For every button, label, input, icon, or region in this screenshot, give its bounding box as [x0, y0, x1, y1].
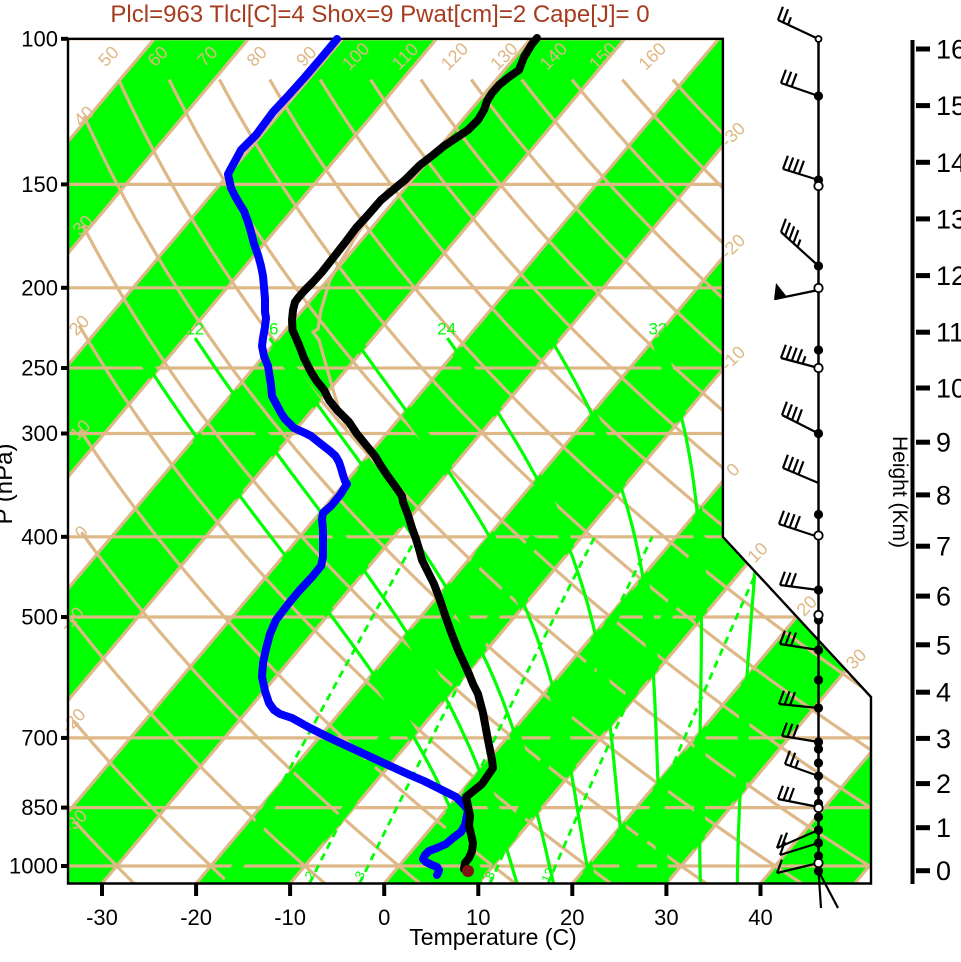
svg-text:Plcl=963 Tlcl[C]=4 Shox=9 Pwat: Plcl=963 Tlcl[C]=4 Shox=9 Pwat[cm]=2 Cap…	[110, 1, 649, 28]
svg-text:700: 700	[21, 725, 58, 750]
svg-text:9: 9	[936, 428, 951, 458]
svg-text:250: 250	[21, 356, 58, 381]
svg-text:1: 1	[936, 813, 951, 843]
svg-text:P (hPa): P (hPa)	[0, 444, 18, 525]
svg-text:15: 15	[936, 91, 961, 121]
svg-text:28: 28	[541, 320, 560, 339]
svg-text:5: 5	[936, 630, 951, 660]
svg-text:300: 300	[21, 421, 58, 446]
svg-text:-20: -20	[180, 905, 212, 930]
svg-text:10: 10	[936, 374, 961, 404]
svg-text:12: 12	[185, 320, 204, 339]
svg-text:7: 7	[936, 532, 951, 562]
svg-text:200: 200	[21, 275, 58, 300]
svg-text:-30: -30	[86, 905, 118, 930]
svg-text:32: 32	[648, 320, 667, 339]
svg-text:0: 0	[936, 856, 951, 886]
svg-text:13: 13	[936, 204, 961, 234]
svg-text:24: 24	[437, 320, 456, 339]
svg-text:Height (Km): Height (Km)	[888, 436, 911, 548]
svg-text:0: 0	[378, 905, 390, 930]
svg-text:500: 500	[21, 605, 58, 630]
svg-text:16: 16	[936, 35, 961, 65]
svg-text:12: 12	[936, 261, 961, 291]
svg-text:-10: -10	[274, 905, 306, 930]
svg-text:2: 2	[936, 769, 951, 799]
svg-text:4: 4	[936, 678, 951, 708]
svg-text:1000: 1000	[9, 854, 58, 879]
svg-text:11: 11	[936, 318, 961, 348]
svg-text:150: 150	[21, 172, 58, 197]
svg-text:6: 6	[936, 582, 951, 612]
svg-text:400: 400	[21, 524, 58, 549]
svg-text:14: 14	[936, 148, 961, 178]
svg-text:8: 8	[936, 480, 951, 510]
svg-text:Temperature (C): Temperature (C)	[409, 924, 576, 950]
svg-text:20: 20	[343, 320, 362, 339]
svg-text:100: 100	[21, 26, 58, 51]
svg-text:30: 30	[654, 905, 678, 930]
svg-text:3: 3	[936, 724, 951, 754]
svg-text:850: 850	[21, 795, 58, 820]
svg-text:40: 40	[748, 905, 772, 930]
